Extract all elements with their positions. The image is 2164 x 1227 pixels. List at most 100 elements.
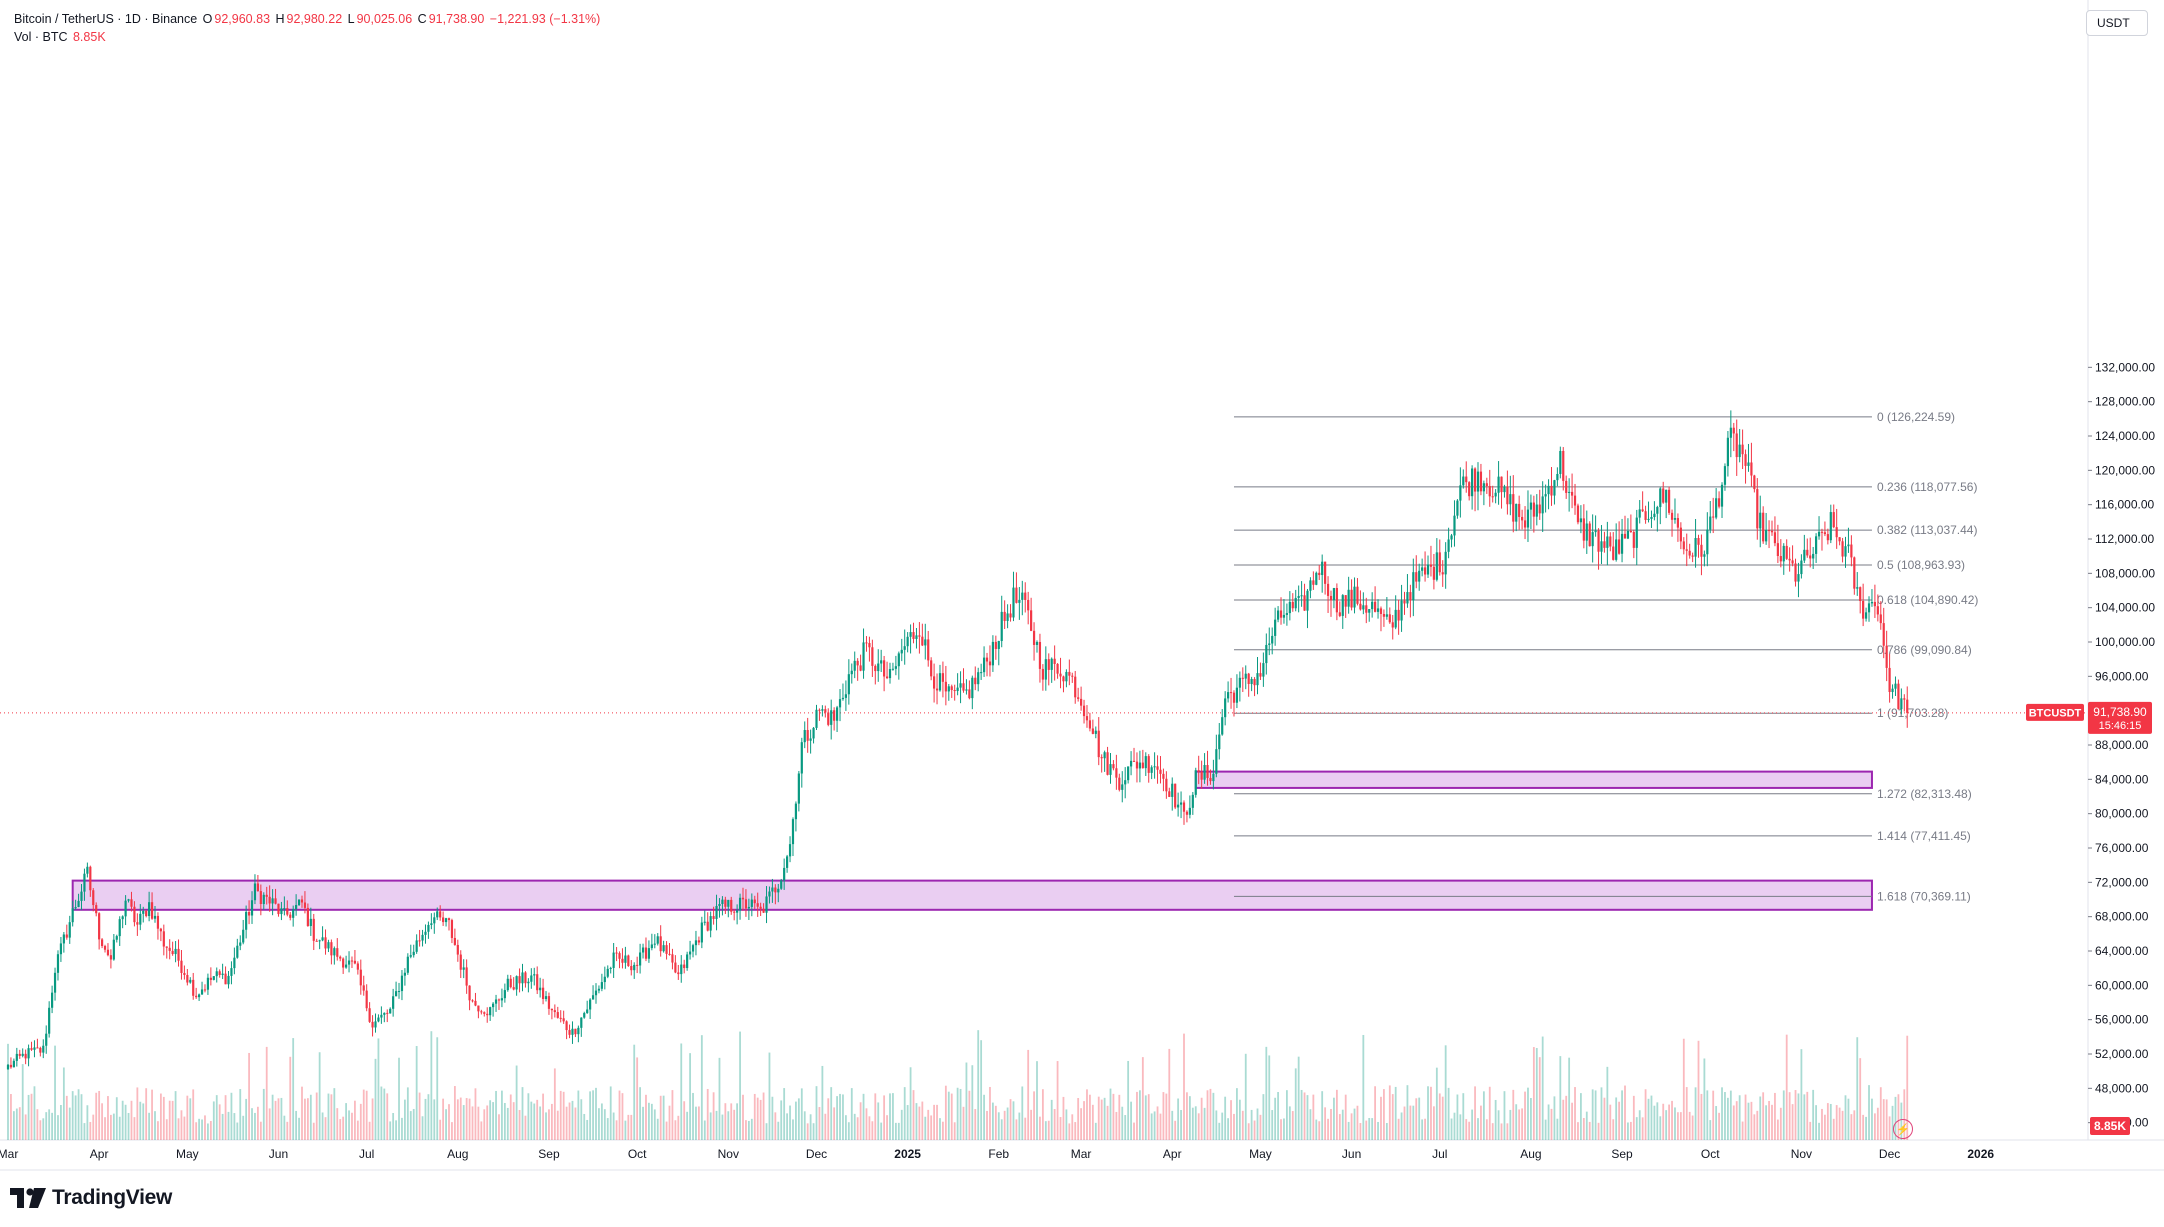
candle-body (1047, 659, 1050, 670)
volume-bar (1809, 1121, 1812, 1140)
y-tick-label: 112,000.00 (2095, 532, 2154, 546)
volume-bar (1574, 1087, 1576, 1140)
candle-body (577, 1027, 580, 1035)
volume-bar (1477, 1118, 1479, 1140)
volume-bar (1453, 1112, 1456, 1140)
candle-body (415, 940, 418, 952)
candle-body (1385, 614, 1388, 617)
volume-bar (1139, 1090, 1141, 1140)
candle-body (394, 991, 398, 997)
candle-body (897, 653, 900, 667)
volume-bar (745, 1120, 747, 1140)
candle-body (988, 661, 992, 666)
volume-bar (148, 1112, 151, 1140)
volume-bar (1000, 1119, 1003, 1140)
volume-bar (1197, 1113, 1200, 1140)
volume-bar (1580, 1093, 1582, 1140)
volume-bar (883, 1095, 886, 1140)
candle-body (74, 907, 77, 909)
candle-body (1012, 587, 1015, 618)
volume-bar (1500, 1123, 1503, 1140)
volume-bar (198, 1118, 200, 1140)
candle-body (753, 899, 756, 904)
volume-bar (1668, 1104, 1670, 1140)
volume-bar (354, 1100, 356, 1140)
volume-bar (1644, 1089, 1647, 1140)
candle-body (406, 956, 409, 973)
candle-body (289, 914, 292, 918)
candle-body (1679, 527, 1682, 542)
volume-bar (574, 1107, 577, 1140)
candle-body (447, 918, 451, 921)
volume-bar (39, 1120, 42, 1140)
volume-bar (1591, 1089, 1594, 1140)
volume-bar (168, 1100, 171, 1140)
candle-body (1274, 619, 1277, 636)
candle-body (1809, 555, 1812, 559)
volume-bar (1150, 1113, 1153, 1140)
volume-bar (392, 1113, 395, 1140)
candle-body (1776, 543, 1779, 557)
candle-body (247, 911, 251, 916)
volume-bar (545, 1112, 547, 1140)
volume-bar (57, 1115, 59, 1140)
volume-bar (1815, 1105, 1817, 1140)
volume-bar (1433, 1106, 1435, 1140)
tradingview-logo[interactable]: TradingView (10, 1186, 172, 1210)
candle-body (139, 913, 142, 925)
volume-bar (462, 1105, 465, 1140)
candle-body (1579, 518, 1582, 523)
volume-bar (1724, 1092, 1726, 1140)
volume-bar (242, 1115, 245, 1140)
volume-bar (715, 1110, 718, 1140)
volume-label[interactable]: Vol · BTC (14, 30, 68, 44)
candle-body (1838, 537, 1841, 542)
volume-bar (1141, 1057, 1144, 1140)
volume-bar (1538, 1057, 1541, 1140)
candle-body (218, 971, 221, 975)
volume-bar (1803, 1094, 1806, 1140)
volume-bar (939, 1118, 941, 1140)
volume-bar (1615, 1097, 1618, 1140)
volume-bar (1879, 1087, 1882, 1140)
volume-bar (915, 1103, 918, 1140)
candle-body (1309, 580, 1312, 591)
candle-body (368, 1008, 371, 1022)
volume-bar (304, 1098, 306, 1140)
candle-body (1535, 504, 1538, 517)
candle-body (818, 709, 821, 711)
candle-body (1156, 766, 1159, 770)
candle-body (794, 803, 798, 820)
volume-bar (98, 1090, 101, 1140)
volume-bar (492, 1102, 494, 1140)
currency-selector[interactable]: USDT (2086, 10, 2148, 36)
volume-bar (774, 1112, 777, 1140)
x-tick-label: Dec (806, 1147, 827, 1161)
volume-bar (501, 1090, 503, 1140)
candle-body (271, 898, 274, 904)
volume-bar (456, 1099, 459, 1140)
candle-body (1362, 605, 1365, 610)
volume-bar (1053, 1109, 1056, 1140)
candle-body (1423, 567, 1427, 575)
volume-bar (1118, 1094, 1121, 1140)
volume-bar (268, 1108, 271, 1140)
candle-body (103, 946, 107, 950)
volume-bar (1286, 1090, 1288, 1140)
candle-body (100, 939, 104, 947)
volume-bar (983, 1094, 985, 1140)
candle-body (1059, 673, 1062, 677)
volume-bar (1727, 1097, 1729, 1140)
candle-body (974, 677, 977, 685)
candle-body (209, 977, 212, 980)
lightning-icon[interactable]: ⚡ (1893, 1119, 1913, 1139)
volume-bar (833, 1107, 836, 1140)
volume-bar (1180, 1109, 1182, 1140)
candle-body (1394, 609, 1397, 628)
volume-bar (1812, 1089, 1815, 1140)
candle-body (342, 958, 345, 968)
volume-bar (1330, 1108, 1332, 1140)
symbol-name[interactable]: Bitcoin / TetherUS · 1D · Binance (14, 12, 198, 26)
candle-body (894, 666, 897, 669)
